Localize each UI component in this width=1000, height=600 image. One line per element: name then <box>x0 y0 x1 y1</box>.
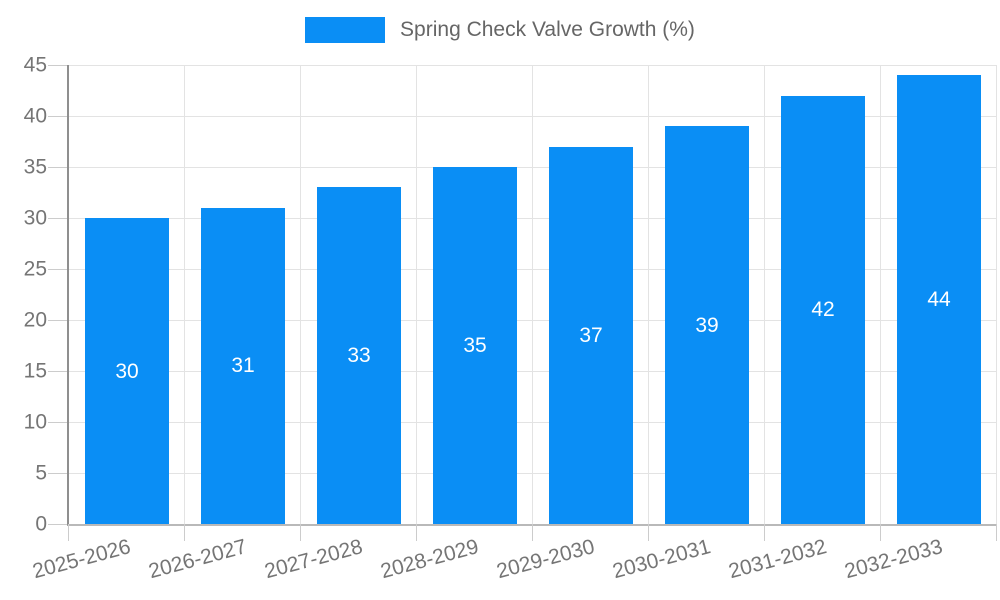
gridline-vertical <box>764 65 765 524</box>
x-axis-tick <box>648 524 649 541</box>
x-axis-tick <box>416 524 417 541</box>
x-axis-label: 2026-2027 <box>145 535 249 584</box>
gridline-vertical <box>300 65 301 524</box>
x-axis-label: 2028-2029 <box>377 535 481 584</box>
y-axis-label: 10 <box>23 410 47 434</box>
y-axis-tick <box>48 218 67 219</box>
x-axis-tick <box>996 524 997 541</box>
y-axis-tick <box>48 320 67 321</box>
x-axis-label: 2027-2028 <box>261 535 365 584</box>
x-axis-tick <box>68 524 69 541</box>
y-axis-label: 30 <box>23 206 47 230</box>
y-axis-tick <box>48 371 67 372</box>
x-axis-tick <box>532 524 533 541</box>
x-axis-tick <box>764 524 765 541</box>
plot-area: 0 5 10 15 20 25 30 35 40 45 30 2025-2026 31 2026-2027… <box>24 55 997 583</box>
x-axis-label: 2029-2030 <box>493 535 597 584</box>
bar-value-label: 30 <box>115 359 139 383</box>
x-axis-label: 2032-2033 <box>841 535 945 584</box>
y-axis-label: 0 <box>35 512 47 536</box>
y-axis-tick <box>48 422 67 423</box>
gridline-vertical <box>880 65 881 524</box>
y-axis-label: 45 <box>23 53 47 77</box>
gridline-vertical <box>416 65 417 524</box>
gridline-horizontal <box>69 422 997 423</box>
y-axis-label: 40 <box>23 104 47 128</box>
y-axis-tick <box>48 65 67 66</box>
bar-value-label: 37 <box>579 323 603 347</box>
gridline-horizontal <box>69 320 997 321</box>
y-axis-label: 20 <box>23 308 47 332</box>
gridline-horizontal <box>69 116 997 117</box>
bar-2026-2027: 31 <box>201 207 285 524</box>
x-axis-tick <box>184 524 185 541</box>
bar-2027-2028: 33 <box>317 187 401 524</box>
bar-2028-2029: 35 <box>433 167 517 524</box>
bar-2029-2030: 37 <box>549 146 633 524</box>
legend-swatch <box>305 17 386 43</box>
x-axis-label: 2025-2026 <box>29 535 133 584</box>
y-axis-tick <box>48 269 67 270</box>
gridline-vertical <box>532 65 533 524</box>
bar-2031-2032: 42 <box>781 95 865 524</box>
bar-value-label: 42 <box>811 298 835 322</box>
bar-value-label: 33 <box>347 344 371 368</box>
bar-value-label: 44 <box>927 288 951 312</box>
gridline-horizontal <box>69 473 997 474</box>
x-axis-tick <box>880 524 881 541</box>
y-axis-tick <box>48 116 67 117</box>
y-axis-label: 35 <box>23 155 47 179</box>
bar-value-label: 31 <box>231 354 255 378</box>
bar-2030-2031: 39 <box>665 126 749 524</box>
x-axis-tick <box>300 524 301 541</box>
y-axis-tick <box>48 473 67 474</box>
y-axis-label: 25 <box>23 257 47 281</box>
gridline-horizontal <box>69 167 997 168</box>
legend[interactable]: Spring Check Valve Growth (%) <box>0 17 1000 43</box>
x-axis-label: 2031-2032 <box>725 535 829 584</box>
bar-2025-2026: 30 <box>85 218 169 524</box>
bar-value-label: 39 <box>695 313 719 337</box>
gridline-vertical <box>996 65 997 524</box>
y-axis-label: 5 <box>35 461 47 485</box>
y-axis-tick <box>48 524 67 525</box>
gridline-horizontal <box>69 371 997 372</box>
gridline-horizontal <box>69 65 997 66</box>
bar-2032-2033: 44 <box>897 75 981 524</box>
gridline-horizontal <box>69 218 997 219</box>
y-axis-tick <box>48 167 67 168</box>
y-axis-label: 15 <box>23 359 47 383</box>
gridline-vertical <box>184 65 185 524</box>
gridline-vertical <box>648 65 649 524</box>
bar-value-label: 35 <box>463 334 487 357</box>
legend-label: Spring Check Valve Growth (%) <box>400 18 695 41</box>
x-axis-label: 2030-2031 <box>609 535 713 584</box>
gridline-horizontal <box>69 269 997 270</box>
